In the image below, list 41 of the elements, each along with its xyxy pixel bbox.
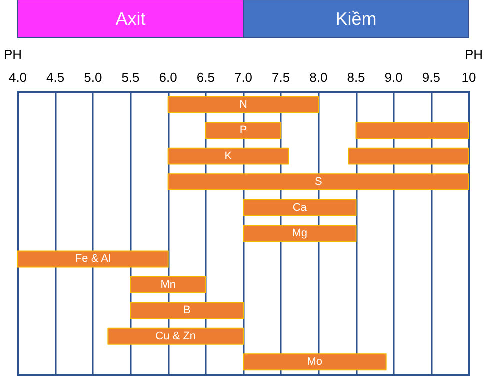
x-tick-label: 10 (462, 70, 476, 85)
bar (168, 96, 320, 114)
x-tick-label: 8.5 (347, 70, 366, 85)
text: Axit (116, 9, 146, 29)
bar (168, 174, 470, 191)
y-tick-label: N (240, 98, 248, 111)
bar (356, 122, 470, 140)
bar (348, 148, 470, 165)
y-tick-label: B (183, 304, 191, 317)
y-tick-label: Mg (292, 228, 308, 240)
x-tick-label: 5.0 (84, 70, 102, 85)
y-tick-label: Mo (307, 356, 323, 368)
x-axis-title: PH (4, 47, 22, 62)
bar (18, 250, 169, 268)
bar (130, 302, 244, 320)
x-tick-label: 4.5 (46, 70, 65, 85)
x-tick-label: 6.0 (159, 70, 178, 85)
bar (243, 199, 357, 216)
y-tick-label: K (224, 150, 233, 162)
bar (130, 276, 206, 294)
x-tick-label: 6.5 (196, 70, 215, 85)
bar (243, 354, 387, 371)
x-tick-label: 5.5 (122, 70, 140, 85)
x-tick-label: 4.0 (8, 70, 28, 85)
bar (108, 328, 244, 345)
y-tick-label: S (314, 176, 322, 188)
y-tick-label: Ca (292, 202, 308, 214)
y-tick-label: Cu & Zn (156, 330, 196, 342)
x-tick-label: 7.0 (234, 70, 253, 85)
y-tick-label: Fe & Al (75, 253, 111, 266)
x-tick-label: 7.5 (272, 70, 290, 85)
x-tick-label: 8.0 (310, 70, 328, 85)
bar (205, 122, 282, 140)
x-tick-label: 9.0 (384, 70, 403, 85)
y-tick-label: P (240, 124, 248, 137)
y-tick-label: Mn (160, 278, 176, 291)
text: PH (464, 47, 484, 62)
bar (168, 148, 290, 165)
bar (243, 225, 357, 242)
text: Kiềm (336, 9, 377, 29)
x-tick-label: 9.5 (422, 70, 440, 85)
